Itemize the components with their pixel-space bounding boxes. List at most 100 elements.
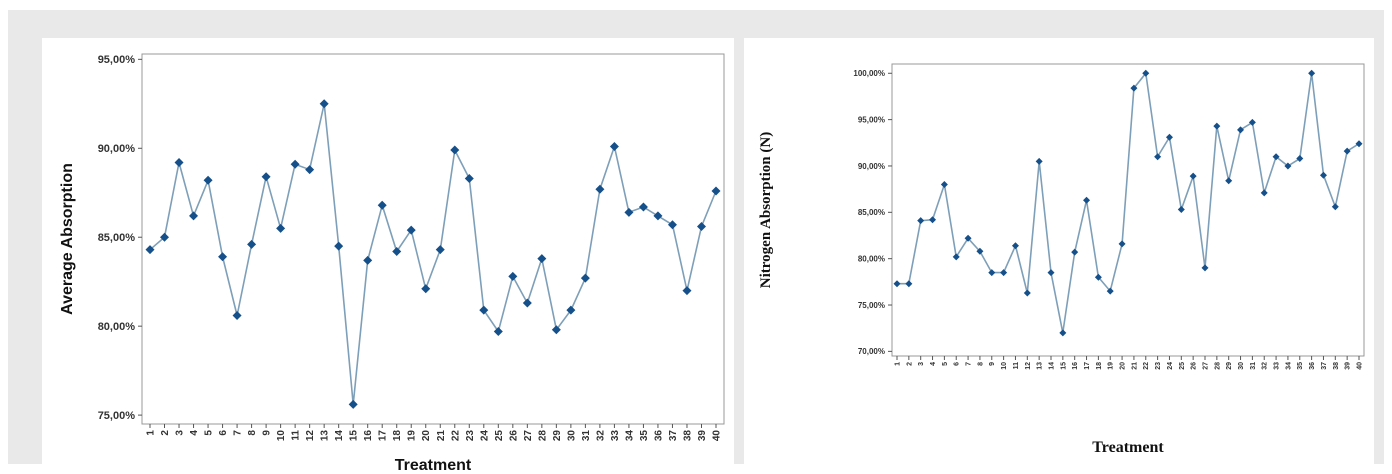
- x-tick-label: 34: [1285, 362, 1292, 370]
- x-tick-label: 36: [653, 430, 664, 442]
- data-point: [1343, 147, 1351, 155]
- x-tick-label: 34: [624, 430, 635, 442]
- data-point: [435, 245, 445, 255]
- x-tick-label: 10: [276, 430, 287, 442]
- y-axis-title: Nitrogen Absorption (N): [758, 132, 774, 288]
- x-tick-label: 19: [1108, 362, 1115, 370]
- x-tick-label: 27: [1202, 362, 1209, 370]
- x-tick-label: 10: [1001, 362, 1008, 370]
- x-axis-title: Treatment: [395, 457, 472, 474]
- y-tick-label: 100,00%: [853, 69, 885, 78]
- x-tick-label: 30: [566, 430, 577, 442]
- y-tick-label: 95,00%: [858, 115, 885, 124]
- x-tick-label: 37: [1321, 362, 1328, 370]
- x-tick-label: 8: [977, 362, 984, 366]
- x-tick-label: 1: [894, 362, 901, 366]
- x-tick-label: 20: [1120, 362, 1127, 370]
- data-point: [377, 200, 387, 210]
- data-point: [551, 325, 561, 335]
- data-point: [1319, 171, 1327, 179]
- x-axis-title: Treatment: [1092, 439, 1164, 456]
- data-point: [1331, 203, 1339, 211]
- figure-background: 75,00% 80,00% 85,00% 90,00% 95,00% 1 2 3 4 5 6 7 8 9 1…: [8, 10, 1384, 474]
- x-tick-label: 22: [450, 430, 461, 442]
- x-tick-label: 12: [305, 430, 316, 442]
- data-point: [1260, 189, 1268, 197]
- data-point: [893, 280, 901, 288]
- x-tick-label: 32: [1262, 362, 1269, 370]
- data-point: [464, 174, 474, 184]
- x-tick-label: 2: [906, 362, 913, 366]
- x-tick-label: 21: [436, 430, 447, 442]
- data-point: [1106, 287, 1114, 295]
- x-tick-label: 33: [1274, 362, 1281, 370]
- data-point: [363, 255, 373, 265]
- data-point: [522, 298, 532, 308]
- data-point: [609, 142, 619, 151]
- x-tick-label: 14: [334, 430, 345, 442]
- data-point: [905, 280, 913, 288]
- x-tick-label: 16: [1072, 362, 1079, 370]
- data-point: [696, 222, 706, 232]
- x-tick-label: 20: [421, 430, 432, 442]
- data-point: [1165, 133, 1173, 141]
- x-tick-label: 6: [218, 430, 229, 436]
- x-tick-label: 31: [581, 430, 592, 442]
- data-point: [160, 232, 170, 242]
- data-point: [1130, 84, 1138, 92]
- data-point: [1154, 153, 1162, 161]
- left-chart-panel: 75,00% 80,00% 85,00% 90,00% 95,00% 1 2 3 4 5 6 7 8 9 1…: [42, 38, 734, 474]
- data-point: [667, 220, 677, 230]
- x-tick-label: 3: [918, 362, 925, 366]
- x-tick-label: 28: [537, 430, 548, 442]
- data-point: [1272, 153, 1280, 161]
- x-tick-label: 17: [378, 430, 389, 442]
- x-tick-label: 5: [942, 362, 949, 366]
- series-line: [897, 71, 1360, 333]
- x-tick-label: 37: [668, 430, 679, 442]
- data-point: [976, 247, 984, 255]
- x-tick-label: 14: [1048, 362, 1055, 370]
- data-point: [1308, 69, 1316, 77]
- y-tick-label: 95,00%: [98, 54, 136, 66]
- data-point: [1177, 206, 1185, 214]
- y-tick-label: 90,00%: [858, 162, 885, 171]
- data-point: [406, 225, 416, 235]
- x-tick-label: 5: [204, 430, 215, 436]
- x-tick-label: 3: [175, 430, 186, 436]
- data-point: [1000, 269, 1008, 277]
- x-tick-label: 22: [1143, 362, 1150, 370]
- plot-area: [141, 53, 725, 425]
- x-tick-label: 18: [392, 430, 403, 442]
- data-point: [1237, 126, 1245, 134]
- data-point: [638, 202, 648, 212]
- y-tick-label: 85,00%: [98, 232, 136, 244]
- x-tick-label: 40: [712, 430, 723, 442]
- data-point: [421, 284, 431, 294]
- x-tick-label: 27: [523, 430, 534, 442]
- x-tick-label: 9: [989, 362, 996, 366]
- x-tick-label: 36: [1309, 362, 1316, 370]
- x-tick-label: 4: [189, 430, 200, 436]
- data-point: [174, 158, 184, 168]
- x-tick-label: 35: [639, 430, 650, 442]
- data-point: [952, 253, 960, 261]
- x-tick-label: 6: [954, 362, 961, 366]
- x-tick-label: 11: [291, 430, 302, 441]
- data-point: [145, 245, 155, 255]
- data-point: [189, 211, 199, 221]
- series-line: [149, 103, 717, 405]
- data-point: [305, 165, 315, 175]
- data-point: [1296, 155, 1304, 163]
- x-tick-label: 11: [1013, 362, 1020, 370]
- data-point: [247, 239, 257, 249]
- y-tick-label: 80,00%: [98, 321, 136, 333]
- data-point: [1035, 157, 1043, 165]
- x-tick-label: 26: [1191, 362, 1198, 370]
- y-tick-label: 90,00%: [98, 143, 136, 155]
- x-tick-label: 25: [1179, 362, 1186, 370]
- x-tick-label: 4: [930, 362, 937, 366]
- data-point: [1213, 122, 1221, 130]
- x-tick-label: 30: [1238, 362, 1245, 370]
- x-tick-label: 7: [233, 430, 244, 436]
